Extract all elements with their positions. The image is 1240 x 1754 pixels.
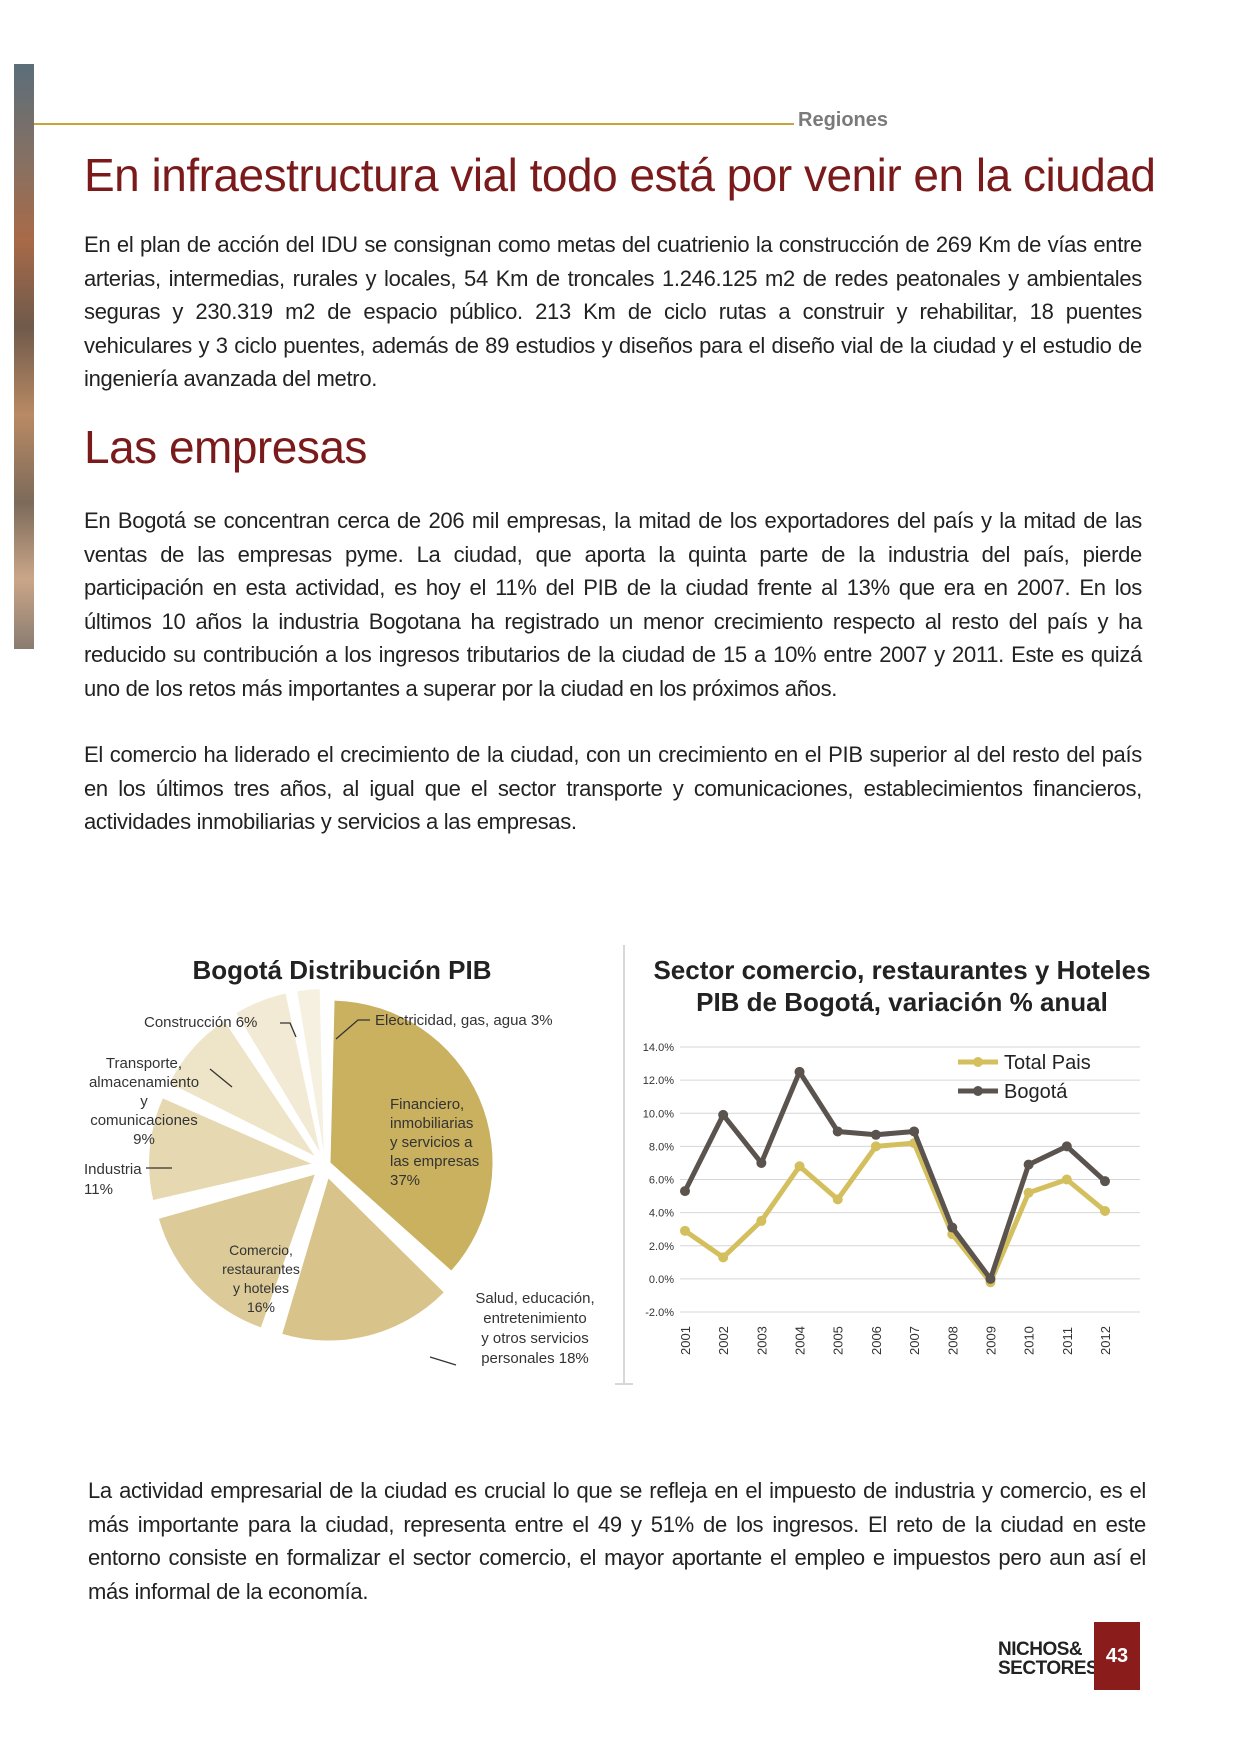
series-point xyxy=(680,1225,690,1236)
y-tick-label: -2.0% xyxy=(645,1307,674,1319)
pie-leader-transporte xyxy=(209,1068,233,1088)
article-title-infraestructura: En infraestructura vial todo está por ve… xyxy=(84,149,1156,201)
series-point xyxy=(794,1066,805,1077)
pie-slice xyxy=(282,1178,444,1341)
series-point xyxy=(1023,1187,1034,1198)
series-point xyxy=(870,1129,881,1140)
line-chart-title-line-1: Sector comercio, restaurantes y Hoteles xyxy=(653,955,1150,985)
line-chart-comercio: Sector comercio, restaurantes y Hoteles … xyxy=(640,945,1160,1385)
pie-chart-svg: Bogotá Distribución PIB Financiero, inmob… xyxy=(84,955,595,1367)
pie-slice xyxy=(149,1098,312,1201)
legend-label: Total Pais xyxy=(1004,1052,1091,1074)
pie-label-industria: Industria 11% xyxy=(84,1161,142,1198)
y-tick-label: 2.0% xyxy=(649,1241,674,1253)
series-line xyxy=(683,1140,1107,1285)
x-tick-label: 2003 xyxy=(754,1326,769,1355)
pie-label-construccion: Construcción 6% xyxy=(144,1014,257,1031)
pie-leader-construccion xyxy=(280,1022,297,1038)
x-tick-label: 2012 xyxy=(1098,1326,1113,1355)
series-point xyxy=(1061,1141,1072,1152)
x-tick-label: 2005 xyxy=(831,1326,846,1355)
legend-marker xyxy=(973,1086,983,1096)
paragraph-actividad-empresarial: La actividad empresarial de la ciudad es… xyxy=(88,1478,1146,1604)
cover-photo-strip xyxy=(14,64,34,649)
paragraph-infraestructura: En el plan de acción del IDU se consigna… xyxy=(84,232,1142,391)
series-point xyxy=(1023,1159,1034,1170)
series-point xyxy=(832,1126,843,1137)
article-title-empresas: Las empresas xyxy=(84,421,367,473)
pie-slice xyxy=(330,1000,493,1271)
pie-label-salud: Salud, educación, entretenimiento y otros … xyxy=(475,1290,594,1367)
y-tick-label: 8.0% xyxy=(649,1141,674,1153)
y-tick-label: 12.0% xyxy=(643,1075,674,1087)
magazine-name-line-1: NICHOS& xyxy=(998,1639,1083,1660)
series-line xyxy=(682,1069,1107,1282)
pie-leader-salud xyxy=(429,1356,457,1366)
paragraph-comercio: El comercio ha liderado el crecimiento d… xyxy=(84,742,1142,834)
section-label: Regiones xyxy=(798,109,889,131)
series-point xyxy=(909,1126,920,1137)
header-rule xyxy=(34,123,794,125)
y-tick-label: 4.0% xyxy=(649,1208,674,1220)
y-tick-label: 14.0% xyxy=(643,1042,674,1054)
page-number: 43 xyxy=(1094,1622,1140,1690)
y-tick-label: 0.0% xyxy=(649,1274,674,1286)
paragraph-empresas: En Bogotá se concentran cerca de 206 mil… xyxy=(84,508,1142,701)
series-point xyxy=(680,1186,690,1197)
pie-label-financiero: Financiero, inmobiliarias y servicios a las… xyxy=(390,1096,479,1189)
series-point xyxy=(1061,1174,1072,1185)
pie-leader-electricidad xyxy=(335,1019,370,1040)
pie-chart-title: Bogotá Distribución PIB xyxy=(193,955,492,985)
magazine-name-line-2: SECTORES xyxy=(998,1658,1099,1679)
series-point xyxy=(794,1161,805,1172)
x-tick-label: 2007 xyxy=(907,1326,922,1355)
x-tick-label: 2004 xyxy=(793,1326,808,1355)
chart-divider xyxy=(623,945,625,1385)
x-tick-label: 2011 xyxy=(1060,1327,1075,1355)
pie-slice xyxy=(297,989,324,1152)
pie-chart-distribucion-pib: Bogotá Distribución PIB Financiero, inmob… xyxy=(80,945,620,1385)
pie-slice xyxy=(169,1021,315,1156)
series-point xyxy=(947,1222,958,1233)
series-point xyxy=(985,1273,996,1284)
series-point xyxy=(832,1194,843,1205)
line-chart-svg: Sector comercio, restaurantes y Hoteles … xyxy=(643,955,1151,1355)
series-point xyxy=(718,1109,729,1120)
series-point xyxy=(1100,1176,1110,1187)
pie-slice xyxy=(158,1174,315,1328)
series-point xyxy=(718,1252,729,1263)
series-point xyxy=(870,1141,881,1152)
series-point xyxy=(756,1157,767,1168)
x-tick-label: 2008 xyxy=(945,1326,960,1355)
pie-label-electricidad: Electricidad, gas, agua 3% xyxy=(375,1012,553,1029)
x-tick-label: 2006 xyxy=(869,1326,884,1355)
series-point xyxy=(1100,1205,1110,1216)
pie-slice xyxy=(236,993,320,1152)
magazine-name: NICHOS& SECTORES xyxy=(998,1639,1099,1679)
x-tick-label: 2002 xyxy=(716,1326,731,1355)
pie-label-comercio: Comercio, restaurantes y hoteles 16% xyxy=(222,1242,300,1315)
series-point xyxy=(756,1215,767,1226)
legend-label: Bogotá xyxy=(1004,1081,1068,1103)
chart-divider-foot xyxy=(615,1383,633,1385)
line-chart-title-line-2: PIB de Bogotá, variación % anual xyxy=(696,987,1108,1017)
x-tick-label: 2010 xyxy=(1022,1326,1037,1355)
x-tick-label: 2009 xyxy=(983,1326,998,1355)
y-tick-label: 6.0% xyxy=(649,1175,674,1187)
pie-label-transporte: Transporte, almacenamiento y comunicaciones… xyxy=(89,1055,199,1148)
x-tick-label: 2001 xyxy=(678,1326,693,1355)
y-tick-label: 10.0% xyxy=(643,1108,674,1120)
legend-marker xyxy=(973,1057,983,1067)
